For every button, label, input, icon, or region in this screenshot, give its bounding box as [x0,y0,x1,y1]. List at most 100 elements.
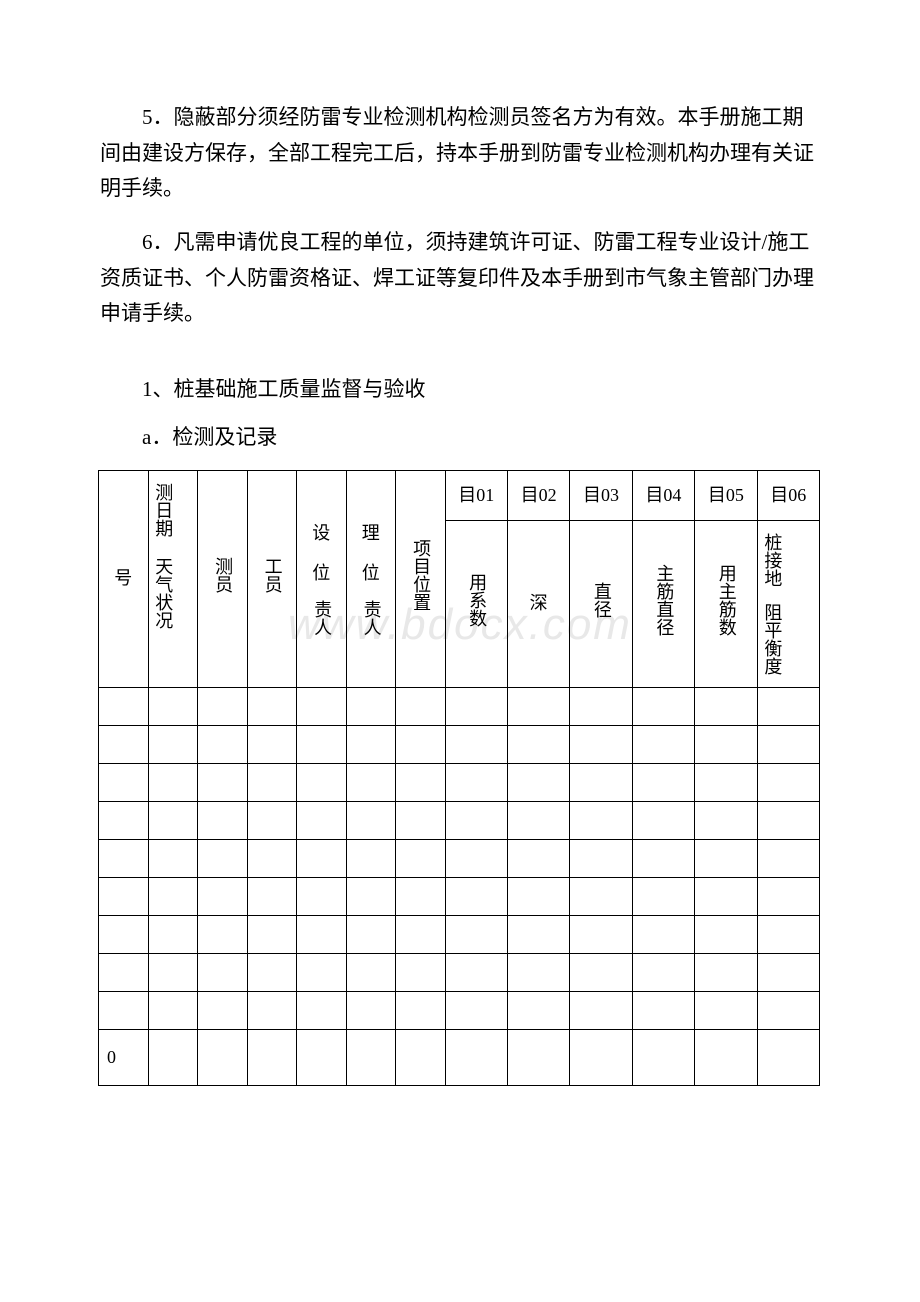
table-row [99,991,820,1029]
table-cell [445,877,507,915]
table-cell [570,991,632,1029]
table-cell [346,915,396,953]
header-label: 直径 [591,582,611,618]
table-cell [632,725,694,763]
header-label: 目05 [708,485,744,505]
table-row [99,839,820,877]
table-row [99,877,820,915]
table-cell [695,725,757,763]
table-cell [346,877,396,915]
table-cell [396,915,446,953]
table-cell [198,763,248,801]
header-col-7: 项目位置 [396,470,446,687]
header-col-8-bottom: 用系数 [445,520,507,687]
header-label: 项目位置 [410,539,430,611]
table-cell [695,687,757,725]
header-label: 目04 [645,485,681,505]
table-cell [346,687,396,725]
table-cell [346,991,396,1029]
section-title: 1、桩基础施工质量监督与验收 [100,372,820,408]
table-cell [507,725,569,763]
table-cell [247,1029,297,1085]
table-cell [99,839,149,877]
table-row: 0 [99,1029,820,1085]
table-cell [695,801,757,839]
table-cell [757,839,819,877]
header-label: 目03 [583,485,619,505]
table-cell [445,801,507,839]
table-cell [757,877,819,915]
table-cell [99,687,149,725]
table-cell [198,953,248,991]
table-cell [346,763,396,801]
header-label: 目01 [458,485,494,505]
table-cell [148,991,198,1029]
table-cell: 0 [99,1029,149,1085]
table-cell [297,991,347,1029]
table-cell [297,687,347,725]
table-cell [570,763,632,801]
table-cell [396,763,446,801]
header-label: 工员 [262,557,282,593]
table-cell [570,953,632,991]
table-cell [247,991,297,1029]
table-cell [445,687,507,725]
header-label: 主筋直径 [654,564,674,636]
header-col-12-bottom: 用主筋数 [695,520,757,687]
table-cell [757,763,819,801]
table-cell [507,763,569,801]
table-cell [198,801,248,839]
table-cell [445,991,507,1029]
header-label: 目02 [521,485,557,505]
table-cell [396,877,446,915]
table-cell [570,839,632,877]
table-cell [198,839,248,877]
header-col-12-top: 目05 [695,470,757,520]
table-row [99,801,820,839]
table-cell [570,877,632,915]
table-cell [757,725,819,763]
table-cell [297,801,347,839]
table-cell [99,991,149,1029]
table-cell [445,763,507,801]
table-cell [507,839,569,877]
header-label: 设 [312,521,330,546]
table-cell [507,1029,569,1085]
table-cell [632,991,694,1029]
table-cell [570,915,632,953]
table-cell [346,801,396,839]
table-cell [695,953,757,991]
header-label: 用主筋数 [716,564,736,636]
header-col-4: 工员 [247,470,297,687]
table-cell [99,915,149,953]
header-col-8-top: 目01 [445,470,507,520]
table-cell [507,953,569,991]
table-cell [247,763,297,801]
table-cell [297,725,347,763]
table-cell [632,687,694,725]
header-label: 责人 [311,600,331,636]
table-cell [695,877,757,915]
table-row [99,763,820,801]
table-cell [695,839,757,877]
table-cell [198,991,248,1029]
table-cell [632,801,694,839]
table-cell [507,877,569,915]
table-cell [198,1029,248,1085]
header-col-10-bottom: 直径 [570,520,632,687]
table-cell [247,687,297,725]
table-cell [632,953,694,991]
table-cell [396,953,446,991]
header-col-11-bottom: 主筋直径 [632,520,694,687]
header-col-10-top: 目03 [570,470,632,520]
table-row [99,725,820,763]
table-cell [570,687,632,725]
header-col-2: 测日期 天气状况 [148,470,198,687]
table-cell [346,953,396,991]
table-cell [507,801,569,839]
table-cell [695,1029,757,1085]
header-label: 责人 [361,600,381,636]
header-label: 目06 [770,485,806,505]
table-cell [757,801,819,839]
table-cell [247,915,297,953]
